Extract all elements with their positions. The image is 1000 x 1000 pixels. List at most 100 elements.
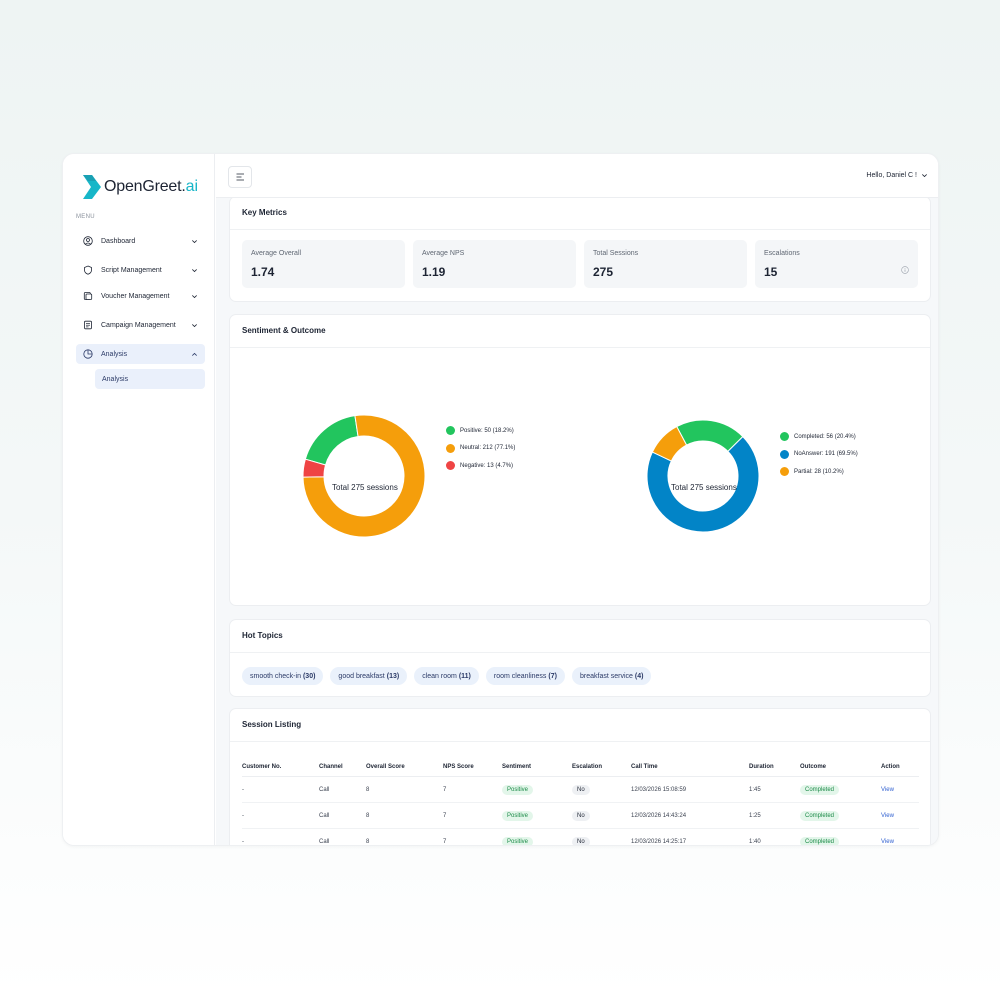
table-cell: -	[242, 838, 244, 845]
main-content: Key Metrics Average Overall 1.74 Average…	[216, 198, 938, 845]
table-cell: -	[242, 786, 244, 793]
donut-slice-1[interactable]	[302, 414, 426, 538]
user-greeting: Hello, Daniel C !	[866, 172, 917, 179]
card-title: Session Listing	[242, 720, 302, 729]
metric-total-sessions: Total Sessions 275	[584, 240, 747, 288]
chevron-down-icon	[191, 289, 198, 303]
column-header[interactable]: Escalation	[572, 763, 603, 770]
legend-swatch	[780, 432, 789, 441]
table-cell: 7	[443, 838, 447, 845]
column-header[interactable]: Overall Score	[366, 763, 405, 770]
table-cell: Completed	[800, 803, 840, 828]
table-row[interactable]: - Call 8 7 Positive No 12/03/2026 14:25:17 1:40…	[242, 829, 919, 845]
column-header[interactable]: Customer No.	[242, 763, 282, 770]
info-icon[interactable]	[901, 266, 909, 274]
escalation-badge: No	[572, 784, 590, 795]
topic-tag[interactable]: smooth check-in (30)	[242, 667, 324, 685]
chevron-down-icon	[191, 316, 198, 334]
donut-slice-2[interactable]	[651, 425, 688, 462]
table-cell: 8	[366, 812, 370, 819]
donut-slice-0[interactable]	[304, 415, 359, 466]
logo[interactable]: OpenGreet. ai	[83, 174, 198, 200]
hot-topics-card: Hot Topics smooth check-in (30) good brea…	[229, 619, 931, 697]
column-header[interactable]: Call Time	[631, 763, 658, 770]
tag-label: good breakfast	[338, 672, 385, 680]
table-cell: 12/03/2026 14:25:17	[631, 838, 687, 845]
metric-label: Escalations	[764, 250, 800, 257]
sidebar-item-label: Analysis	[101, 350, 128, 358]
donut-center-label: Total 275 sessions	[671, 483, 737, 492]
sidebar-item-analysis[interactable]: Analysis	[76, 344, 205, 364]
metric-value: 15	[764, 265, 778, 279]
table-cell: 7	[443, 812, 447, 819]
tag-count: (13)	[386, 672, 400, 680]
topic-tag[interactable]: clean room (11)	[414, 667, 479, 685]
app-window: OpenGreet. ai MENU Dashboard Script Manag…	[62, 153, 939, 846]
topic-tag[interactable]: good breakfast (13)	[330, 667, 408, 685]
legend-item[interactable]: Negative: 13 (4.7%)	[446, 460, 515, 471]
outcome-donut-chart	[646, 419, 760, 533]
legend-item[interactable]: Partial: 28 (10.2%)	[780, 466, 858, 477]
donut-slice-1[interactable]	[646, 435, 760, 533]
sidebar-item-script-management[interactable]: Script Management	[76, 260, 205, 280]
sentiment-donut-chart	[302, 414, 426, 538]
tag-count: (7)	[548, 672, 557, 680]
column-header[interactable]: Outcome	[800, 763, 827, 770]
legend-label: Negative: 13 (4.7%)	[460, 462, 514, 469]
topic-tag[interactable]: breakfast service (4)	[571, 667, 652, 685]
view-link[interactable]: View	[881, 812, 894, 819]
voucher-icon	[83, 291, 93, 301]
top-bar: Hello, Daniel C !	[216, 154, 938, 198]
metric-value: 1.19	[422, 265, 446, 279]
metric-label: Average Overall	[251, 250, 302, 257]
legend-swatch	[780, 449, 789, 459]
legend-label: Positive: 50 (18.2%)	[460, 427, 514, 434]
sidebar-nav: Dashboard Script Management Voucher Mana…	[76, 231, 205, 389]
legend-item[interactable]: Neutral: 212 (77.1%)	[446, 443, 515, 454]
table-cell: No	[572, 803, 590, 828]
metric-label: Total Sessions	[593, 250, 639, 257]
sidebar-subitem-analysis[interactable]: Analysis	[95, 369, 205, 389]
sidebar-item-voucher-management[interactable]: Voucher Management	[76, 289, 205, 303]
shield-icon	[83, 265, 93, 275]
table-cell: 1:45	[749, 786, 761, 793]
legend-item[interactable]: Positive: 50 (18.2%)	[446, 425, 515, 436]
table-cell: Completed	[800, 777, 840, 802]
table-row[interactable]: - Call 8 7 Positive No 12/03/2026 14:43:24 1:25…	[242, 803, 919, 829]
tag-label: clean room	[422, 672, 457, 680]
card-title: Key Metrics	[242, 208, 287, 217]
donut-slice-2[interactable]	[302, 458, 327, 478]
table-cell: Call	[319, 812, 330, 819]
column-header[interactable]: Duration	[749, 763, 774, 770]
table-header-row: Customer No. Channel Overall Score NPS Scor…	[242, 757, 919, 777]
table-cell: 1:40	[749, 838, 761, 845]
legend-item[interactable]: NoAnswer: 191 (69.5%)	[780, 449, 858, 460]
column-header[interactable]: Channel	[319, 763, 343, 770]
divider	[230, 652, 930, 653]
table-cell: Call	[319, 838, 330, 845]
table-cell: Call	[319, 786, 330, 793]
sidebar-item-campaign-management[interactable]: Campaign Management	[76, 315, 205, 335]
sidebar-item-label: Dashboard	[101, 237, 136, 245]
table-row[interactable]: - Call 8 7 Positive No 12/03/2026 15:08:59 1:45…	[242, 777, 919, 803]
column-header[interactable]: Action	[881, 763, 900, 770]
table-cell: 7	[443, 786, 447, 793]
session-listing-card: Session Listing Customer No. Channel Overa…	[229, 708, 931, 845]
topic-tag[interactable]: room cleanliness (7)	[485, 667, 565, 685]
metric-value: 1.74	[251, 265, 275, 279]
menu-toggle-button[interactable]	[228, 166, 252, 188]
menu-caption: MENU	[76, 214, 95, 220]
sidebar-item-dashboard[interactable]: Dashboard	[76, 231, 205, 251]
card-title: Sentiment & Outcome	[242, 326, 326, 335]
outcome-badge: Completed	[800, 784, 840, 795]
column-header[interactable]: NPS Score	[443, 763, 474, 770]
table-cell: -	[242, 812, 244, 819]
user-menu[interactable]: Hello, Daniel C !	[866, 172, 928, 179]
tag-count: (11)	[458, 672, 471, 680]
legend-item[interactable]: Completed: 56 (20.4%)	[780, 431, 858, 442]
column-header[interactable]: Sentiment	[502, 763, 532, 770]
key-metrics-card: Key Metrics Average Overall 1.74 Average…	[229, 198, 931, 302]
view-link[interactable]: View	[881, 838, 894, 845]
view-link[interactable]: View	[881, 786, 894, 793]
sidebar: OpenGreet. ai MENU Dashboard Script Manag…	[63, 154, 215, 845]
